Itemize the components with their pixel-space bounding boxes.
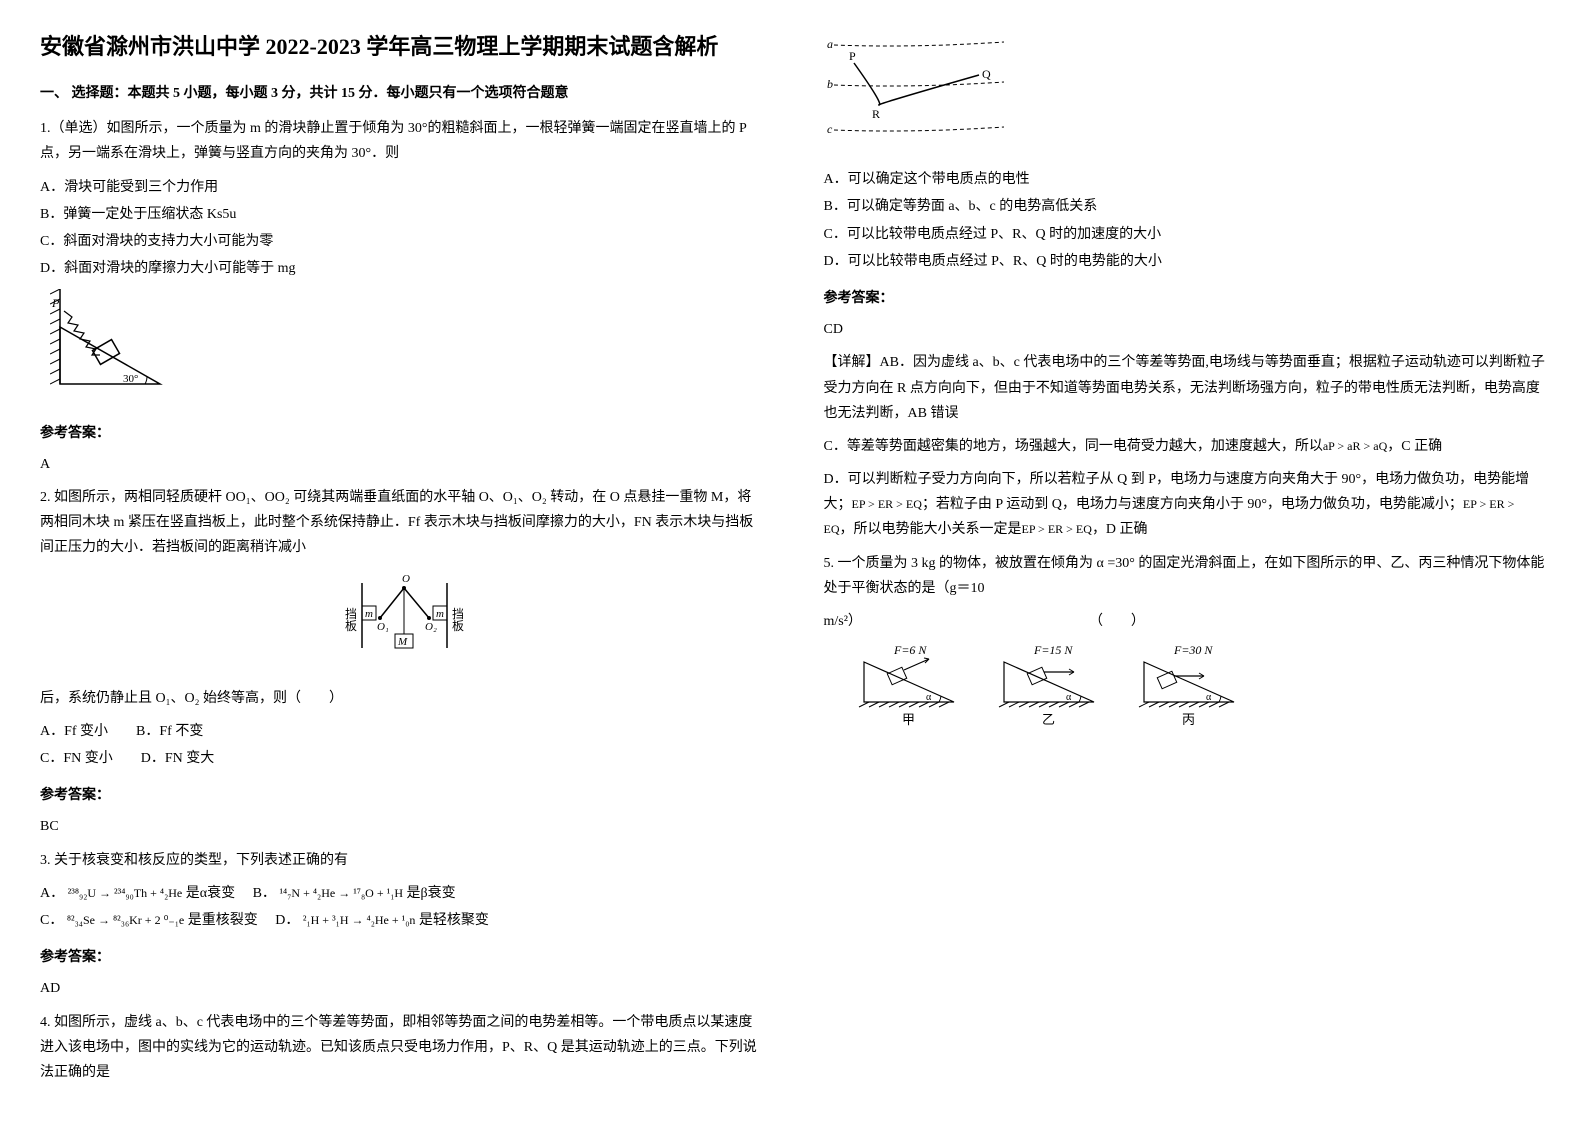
q3-a-prefix: A． [40, 886, 64, 901]
q3-c-suffix: 是重核裂变 [188, 913, 258, 928]
q2-answer-label: 参考答案： [40, 783, 764, 808]
q1-stem: 1.（单选）如图所示，一个质量为 m 的滑块静止置于倾角为 30°的粗糙斜面上，… [40, 116, 764, 166]
q5-stem: 5. 一个质量为 3 kg 的物体，被放置在倾角为 α =30° 的固定光滑斜面… [824, 551, 1548, 601]
q3-c-prefix: C． [40, 913, 63, 928]
svg-text:板: 板 [345, 619, 357, 633]
q4-stem: 4. 如图所示，虚线 a、b、c 代表电场中的三个等差等势面，即相邻等势面之间的… [40, 1010, 764, 1086]
svg-text:b: b [827, 77, 833, 91]
q3-b-prefix: B． [253, 886, 276, 901]
q4-opt-c: C．可以比较带电质点经过 P、R、Q 时的加速度的大小 [824, 222, 1548, 247]
section-heading: 一、 选择题：本题共 5 小题，每小题 3 分，共计 15 分．每小题只有一个选… [40, 81, 764, 106]
q2-stem2: 后，系统仍静止且 O₁、O₂ 始终等高，则（ ） [40, 686, 764, 711]
q2-answer: BC [40, 814, 764, 839]
q3-d-suffix: 是轻核聚变 [419, 913, 489, 928]
q4-exp3b: EP > ER > EQ [852, 497, 922, 511]
q3-a-equation: ²³⁸₉₂U → ²³⁴₉₀Th + ⁴₂He [68, 886, 183, 900]
q4-figure: a b c P R Q [824, 30, 1548, 159]
q3-stem: 3. 关于核衰变和核反应的类型，下列表述正确的有 [40, 848, 764, 873]
svg-text:Q: Q [982, 67, 991, 81]
q2-opt-ab: A．Ff 变小 B．Ff 不变 [40, 719, 764, 744]
q3-a-suffix: 是α衰变 [186, 886, 235, 901]
svg-text:c: c [827, 122, 833, 136]
q4-opt-a: A．可以确定这个带电质点的电性 [824, 167, 1548, 192]
q1-answer-label: 参考答案： [40, 421, 764, 446]
q4-explain-2: C．等差等势面越密集的地方，场强越大，同一电荷受力越大，加速度越大，所以aP >… [824, 434, 1548, 459]
q3-answer-label: 参考答案： [40, 945, 764, 970]
q4-exp3e: ，所以电势能大小关系一定是 [840, 522, 1022, 537]
svg-text:丙: 丙 [1182, 712, 1195, 727]
svg-text:O: O [402, 573, 410, 585]
page-title: 安徽省滁州市洪山中学 2022-2023 学年高三物理上学期期末试题含解析 [40, 30, 764, 63]
svg-text:α: α [926, 692, 932, 703]
q1-figure: P 30° [50, 289, 764, 408]
svg-text:α: α [1066, 692, 1072, 703]
q4-exp3c: ；若粒子由 P 运动到 Q，电场力与速度方向夹角小于 90°，电场力做负功，电势… [922, 497, 1463, 512]
svg-text:P: P [51, 296, 60, 310]
q4-exp2c: ，C 正确 [1387, 439, 1442, 454]
q4-exp2b: aP > aR > aQ [1323, 439, 1387, 453]
q3-opt-cd: C． ⁸²₃₄Se → ⁸²₃₆Kr + 2 ⁰₋₁e 是重核裂变 D． ²₁H… [40, 908, 764, 933]
svg-text:板: 板 [452, 619, 464, 633]
q1-opt-d: D．斜面对滑块的摩擦力大小可能等于 mg [40, 256, 764, 281]
q2-opt-cd: C．FN 变小 D．FN 变大 [40, 746, 764, 771]
q2-figure: 挡 板 挡 板 m m O₁ O₂ O M [40, 568, 764, 677]
svg-text:30°: 30° [123, 373, 138, 385]
svg-text:F=30 N: F=30 N [1173, 643, 1213, 657]
svg-text:乙: 乙 [1042, 712, 1055, 727]
q1-answer: A [40, 452, 764, 477]
q3-b-suffix: 是β衰变 [407, 886, 456, 901]
q2-stem: 2. 如图所示，两相同轻质硬杆 OO₁、OO₂ 可绕其两端垂直纸面的水平轴 O、… [40, 485, 764, 561]
q3-opt-ab: A． ²³⁸₉₂U → ²³⁴₉₀Th + ⁴₂He 是α衰变 B． ¹⁴₇N … [40, 881, 764, 906]
q3-b-equation: ¹⁴₇N + ⁴₂He → ¹⁷₈O + ¹₁H [279, 886, 403, 900]
q1-opt-b: B．弹簧一定处于压缩状态 Ks5u [40, 202, 764, 227]
q5-paren: （ ） [1089, 614, 1145, 629]
q1-opt-a: A．滑块可能受到三个力作用 [40, 175, 764, 200]
q5-unit: m/s²） [824, 614, 862, 629]
svg-text:甲: 甲 [902, 712, 915, 727]
q4-explain-3: D．可以判断粒子受力方向向下，所以若粒子从 Q 到 P，电场力与速度方向夹角大于… [824, 467, 1548, 543]
svg-text:m: m [365, 608, 373, 620]
q4-opt-d: D．可以比较带电质点经过 P、R、Q 时的电势能的大小 [824, 249, 1548, 274]
svg-text:F=6 N: F=6 N [893, 643, 927, 657]
svg-text:F=15 N: F=15 N [1033, 643, 1073, 657]
svg-text:O₁: O₁ [377, 621, 389, 633]
svg-text:O₂: O₂ [425, 621, 437, 633]
svg-text:α: α [1206, 692, 1212, 703]
svg-text:m: m [436, 608, 444, 620]
q4-answer-label: 参考答案： [824, 286, 1548, 311]
q4-explain-1: 【详解】AB．因为虚线 a、b、c 代表电场中的三个等差等势面,电场线与等势面垂… [824, 350, 1548, 426]
q4-exp2a: C．等差等势面越密集的地方，场强越大，同一电荷受力越大，加速度越大，所以 [824, 439, 1323, 454]
svg-text:M: M [397, 636, 408, 648]
q3-d-equation: ²₁H + ³₁H → ⁴₂He + ¹₀n [303, 913, 416, 927]
svg-text:P: P [849, 49, 856, 63]
q3-c-equation: ⁸²₃₄Se → ⁸²₃₆Kr + 2 ⁰₋₁e [67, 913, 184, 927]
q3-d-prefix: D． [275, 913, 299, 928]
svg-text:a: a [827, 37, 833, 51]
q4-answer: CD [824, 317, 1548, 342]
q4-opt-b: B．可以确定等势面 a、b、c 的电势高低关系 [824, 194, 1548, 219]
q3-answer: AD [40, 976, 764, 1001]
svg-text:R: R [872, 107, 880, 121]
q5-figure: F=6 N α 甲 F=15 N α 乙 [854, 642, 1548, 741]
q4-exp3g: ，D 正确 [1092, 522, 1148, 537]
q4-exp3f: EP > ER > EQ [1022, 522, 1092, 536]
q5-unit-line: m/s²） （ ） [824, 609, 1548, 634]
q1-opt-c: C．斜面对滑块的支持力大小可能为零 [40, 229, 764, 254]
